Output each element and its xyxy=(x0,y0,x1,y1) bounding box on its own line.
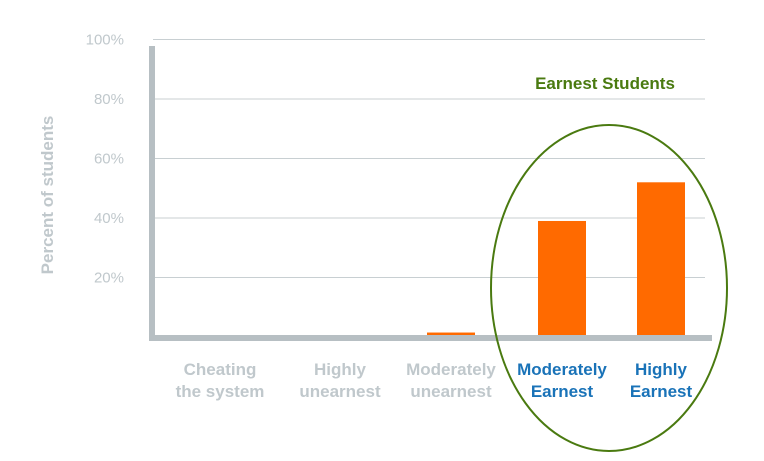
y-tick-label-80: 80% xyxy=(94,91,124,108)
category-label-cheating-the-system: Cheating the system xyxy=(176,360,265,401)
y-tick-labels: 20% 40% 60% 80% 100% xyxy=(86,32,124,287)
y-axis-label: Percent of students xyxy=(38,116,57,275)
bar-moderately-earnest xyxy=(538,220,586,337)
bars xyxy=(427,182,685,337)
y-tick-label-40: 40% xyxy=(94,210,124,227)
axes xyxy=(149,46,712,341)
bar-moderately-unearnest xyxy=(427,332,475,337)
category-label-highly-unearnest: Highly unearnest xyxy=(299,360,381,401)
y-tick-label-20: 20% xyxy=(94,270,124,287)
annotation-earnest-students: Earnest Students xyxy=(535,74,675,93)
y-tick-label-100: 100% xyxy=(86,32,124,49)
earnest-highlight-ellipse xyxy=(490,124,728,452)
gridlines xyxy=(153,39,705,278)
category-label-moderately-earnest: Moderately Earnest xyxy=(517,360,607,401)
y-tick-label-60: 60% xyxy=(94,151,124,168)
category-labels: Cheating the system Highly unearnest Moderat… xyxy=(176,360,693,401)
bar-highly-earnest xyxy=(637,182,685,337)
category-label-highly-earnest: Highly Earnest xyxy=(630,360,693,401)
category-label-moderately-unearnest: Moderately unearnest xyxy=(406,360,496,401)
